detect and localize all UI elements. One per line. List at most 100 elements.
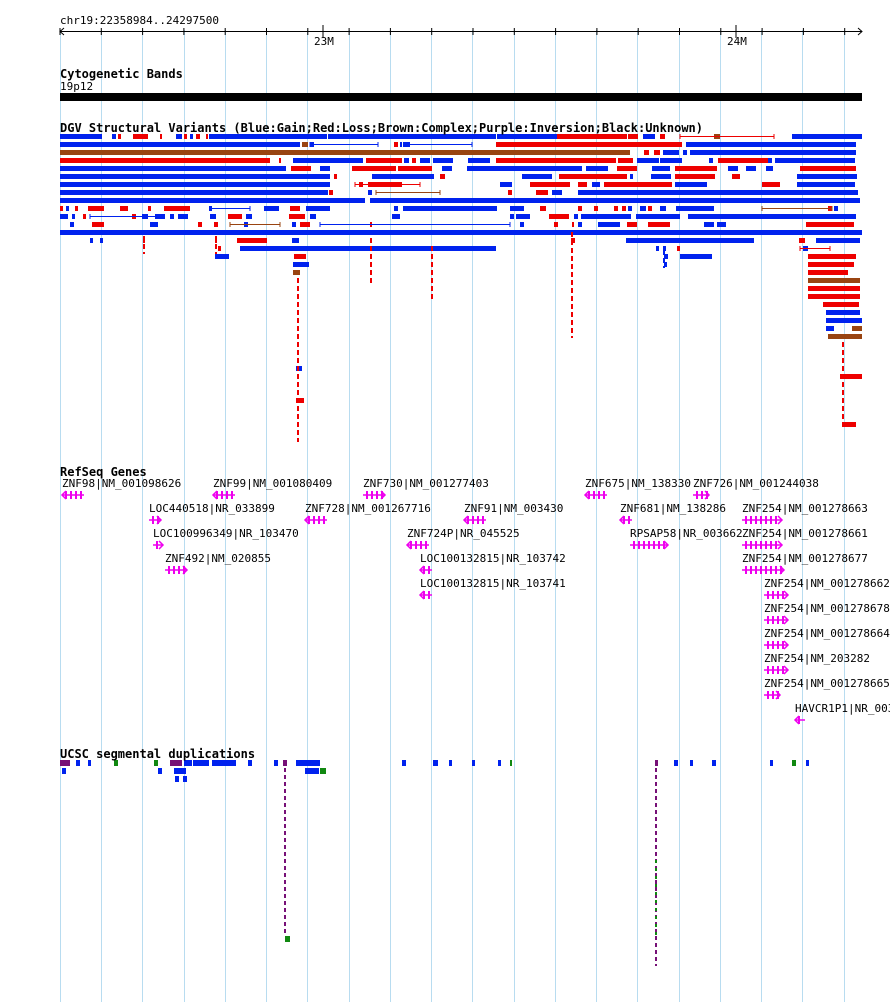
dgv-variant <box>170 214 174 219</box>
gene-label[interactable]: ZNF254|NM_001278661 <box>742 527 868 540</box>
gene-label[interactable]: ZNF254|NM_001278662 <box>764 577 890 590</box>
dgv-variant <box>302 142 308 147</box>
dgv-variant <box>218 246 221 251</box>
gene-strand-arrow <box>783 590 790 600</box>
dgv-variant <box>578 206 582 211</box>
dgv-variant <box>618 158 633 163</box>
dgv-variant <box>574 214 578 219</box>
gene-label[interactable]: HAVCR1P1|NR_0036 <box>795 702 890 715</box>
dgv-variant <box>808 286 860 291</box>
segdup-feature <box>183 776 187 782</box>
gene-exon <box>782 666 784 674</box>
dgv-variant <box>372 174 434 179</box>
dgv-variant <box>520 222 524 227</box>
dgv-variant <box>522 174 552 179</box>
gene-exon <box>603 491 605 499</box>
dgv-variant <box>626 238 754 243</box>
segdup-track-title[interactable]: UCSC segmental duplications <box>60 747 256 761</box>
dgv-track-features[interactable] <box>60 134 862 442</box>
dgv-variant <box>664 254 668 259</box>
gene-label[interactable]: ZNF730|NM_001277403 <box>363 477 489 490</box>
dgv-variant <box>366 158 402 163</box>
refseq-track-title[interactable]: RefSeq Genes <box>60 465 147 479</box>
cytoband-track-title[interactable]: Cytogenetic Bands <box>60 67 183 81</box>
dgv-variant <box>209 134 327 139</box>
gene-glyph <box>165 565 189 575</box>
dgv-variant <box>775 158 855 163</box>
gene-exon <box>381 491 383 499</box>
dgv-variant <box>604 182 672 187</box>
gene-label[interactable]: ZNF492|NM_020855 <box>165 552 271 565</box>
dgv-variant <box>792 134 862 139</box>
gene-exon <box>772 591 774 599</box>
dgv-track-title[interactable]: DGV Structural Variants (Blue:Gain;Red:L… <box>60 121 703 135</box>
gene-exon <box>772 616 774 624</box>
gene-glyph <box>618 515 632 525</box>
gene-glyph <box>742 565 786 575</box>
dgv-variant <box>60 166 286 171</box>
dgv-variant <box>293 270 300 275</box>
gene-label[interactable]: ZNF254|NM_203282 <box>764 652 870 665</box>
gene-label[interactable]: ZNF254|NM_001278665 <box>764 677 890 690</box>
dgv-variant <box>510 206 524 211</box>
dgv-variant <box>237 238 267 243</box>
gene-label[interactable]: ZNF254|NM_001278664 <box>764 627 890 640</box>
gene-label[interactable]: ZNF99|NM_001080409 <box>213 477 333 490</box>
dgv-variant <box>72 214 75 219</box>
gene-exon <box>770 566 772 574</box>
dgv-variant <box>90 238 93 243</box>
dgv-variant <box>198 222 202 227</box>
ruler[interactable] <box>59 25 863 38</box>
gene-exon <box>765 541 767 549</box>
dgv-variant <box>368 190 372 195</box>
dgv-variant <box>677 246 680 251</box>
segdup-feature <box>498 760 501 766</box>
region-label: chr19:22358984..24297500 <box>60 14 219 27</box>
gene-strand-arrow <box>783 640 790 650</box>
dgv-variant <box>400 142 402 147</box>
gene-strand-arrow <box>704 490 711 500</box>
dgv-variant <box>412 158 416 163</box>
gene-label[interactable]: ZNF728|NM_001267716 <box>305 502 431 515</box>
dgv-variant <box>148 206 151 211</box>
dgv-variant <box>578 190 858 195</box>
gene-label[interactable]: ZNF675|NM_138330 <box>585 477 691 490</box>
gene-exon <box>425 541 427 549</box>
dgv-variant <box>559 174 627 179</box>
gene-glyph <box>742 540 784 550</box>
gene-label[interactable]: LOC440518|NR_033899 <box>149 502 275 515</box>
gene-glyph <box>630 540 670 550</box>
gene-label[interactable]: LOC100132815|NR_103741 <box>420 577 566 590</box>
gene-label[interactable]: ZNF98|NM_001098626 <box>62 477 182 490</box>
dgv-variant <box>60 142 300 147</box>
gene-label[interactable]: ZNF254|NM_001278663 <box>742 502 868 515</box>
segdup-track-features[interactable] <box>60 760 809 966</box>
dgv-variant <box>536 190 548 195</box>
dgv-variant <box>834 206 838 211</box>
gene-strand-arrow <box>777 515 784 525</box>
gene-label[interactable]: LOC100996349|NR_103470 <box>153 527 299 540</box>
cytoband-19p12[interactable] <box>60 93 862 101</box>
dgv-variant <box>628 134 638 139</box>
gene-label[interactable]: ZNF724P|NR_045525 <box>407 527 520 540</box>
gene-exon <box>745 541 747 549</box>
gene-label[interactable]: ZNF681|NM_138286 <box>620 502 726 515</box>
segdup-feature <box>60 760 70 766</box>
gene-label[interactable]: RPSAP58|NR_003662 <box>630 527 743 540</box>
gene-exon <box>777 591 779 599</box>
segdup-feature <box>184 760 192 766</box>
gene-exon <box>775 516 777 524</box>
gene-label[interactable]: ZNF254|NM_001278677 <box>742 552 868 565</box>
gene-exon <box>593 491 595 499</box>
refseq-gene-glyphs[interactable] <box>60 490 805 725</box>
dgv-variant <box>663 150 679 155</box>
gene-label[interactable]: ZNF254|NM_001278678 <box>764 602 890 615</box>
gene-exon <box>745 516 747 524</box>
gene-label[interactable]: ZNF726|NM_001244038 <box>693 477 819 490</box>
gene-label[interactable]: ZNF91|NM_003430 <box>464 502 564 515</box>
gene-label[interactable]: LOC100132815|NR_103742 <box>420 552 566 565</box>
gene-exon <box>178 566 180 574</box>
segdup-feature <box>193 760 209 766</box>
gene-exon <box>623 516 625 524</box>
